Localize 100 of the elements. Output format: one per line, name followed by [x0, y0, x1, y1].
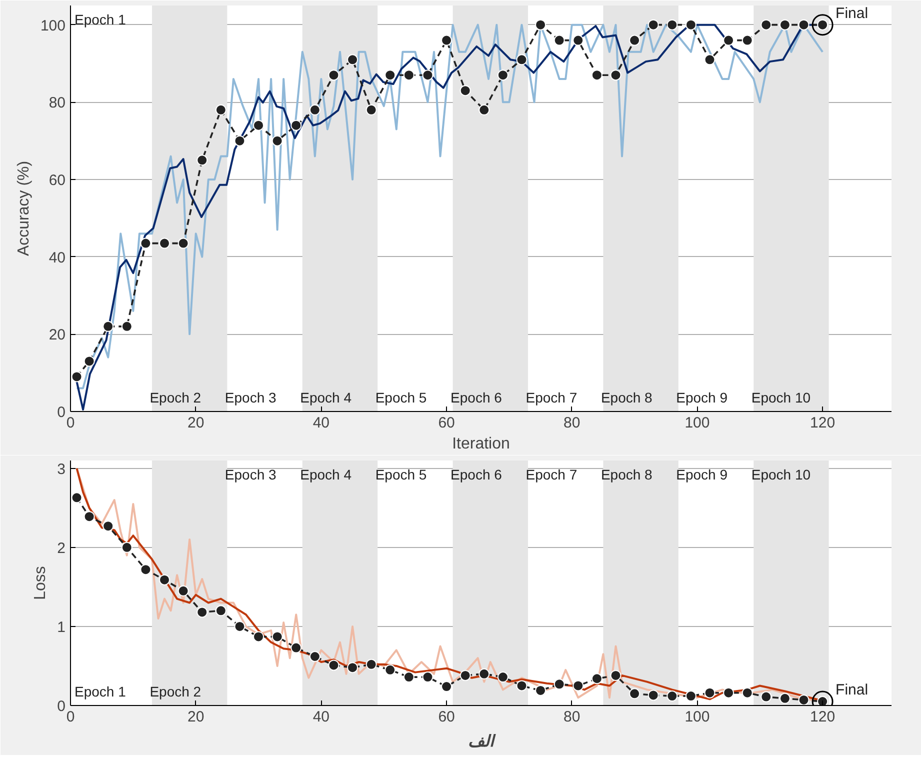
- point: [723, 687, 734, 698]
- point: [554, 34, 565, 46]
- point: [742, 687, 753, 698]
- x-tick-label: 80: [564, 708, 580, 726]
- point: [384, 664, 396, 676]
- point: [84, 511, 95, 522]
- point: [572, 34, 584, 46]
- annotation: Epoch 7: [526, 466, 578, 482]
- point: [347, 662, 358, 674]
- annotation: Epoch 8: [600, 466, 653, 482]
- point: [328, 70, 340, 81]
- point: [610, 670, 622, 681]
- point: [422, 70, 434, 81]
- y-axis-title: Accuracy (%): [15, 160, 32, 256]
- point: [234, 620, 246, 632]
- point: [159, 238, 170, 249]
- x-tick-label: 120: [810, 414, 836, 432]
- point: [178, 238, 189, 249]
- point: [403, 672, 414, 683]
- y-tick-label: 40: [48, 249, 66, 266]
- point: [685, 690, 696, 702]
- x-tick-label: 40: [312, 414, 330, 432]
- annotation: Epoch 9: [676, 390, 728, 406]
- point: [798, 19, 810, 30]
- point: [460, 670, 471, 681]
- point: [723, 34, 734, 46]
- x-axis-title: Iteration: [452, 436, 510, 452]
- point: [629, 34, 640, 46]
- point: [441, 681, 452, 692]
- point: [309, 651, 320, 662]
- annotation: Epoch 6: [450, 466, 502, 482]
- annotation: Epoch 4: [300, 390, 352, 406]
- y-tick-label: 0: [57, 404, 66, 421]
- point: [71, 371, 82, 382]
- point: [629, 688, 640, 700]
- point: [478, 668, 490, 680]
- point: [478, 104, 490, 116]
- text: الف: [468, 732, 496, 750]
- point: [196, 154, 208, 166]
- point: [215, 605, 226, 616]
- point: [591, 673, 602, 684]
- y-tick-label: 60: [48, 172, 66, 189]
- annotation: Epoch 9: [676, 466, 728, 482]
- point: [666, 690, 678, 702]
- point: [403, 70, 414, 81]
- point: [648, 19, 659, 30]
- point: [704, 687, 716, 698]
- y-tick-label: 20: [48, 326, 66, 344]
- point: [215, 104, 226, 116]
- point: [460, 85, 471, 96]
- point: [384, 70, 396, 81]
- point: [591, 70, 602, 81]
- point: [121, 542, 132, 553]
- point: [121, 320, 132, 332]
- x-tick-label: 40: [312, 708, 330, 726]
- annotation: Epoch 7: [526, 390, 578, 406]
- point: [535, 19, 546, 30]
- annotation: Final: [836, 682, 868, 699]
- x-tick-label: 100: [684, 414, 710, 432]
- point: [366, 658, 377, 670]
- x-tick-label: 120: [810, 708, 836, 726]
- point: [572, 680, 584, 692]
- y-tick-label: 80: [48, 94, 66, 112]
- point: [760, 691, 772, 702]
- point: [779, 19, 790, 30]
- x-tick-label: 60: [438, 414, 455, 432]
- point: [102, 320, 114, 332]
- point: [497, 672, 508, 683]
- point: [366, 104, 377, 116]
- point: [290, 120, 302, 131]
- point: [196, 606, 208, 618]
- annotation: Epoch 5: [375, 466, 427, 482]
- point: [497, 70, 508, 81]
- point: [272, 631, 283, 642]
- point: [535, 684, 546, 696]
- point: [347, 54, 358, 66]
- point: [290, 642, 302, 654]
- annotation: Epoch 3: [224, 466, 276, 482]
- point: [760, 19, 772, 30]
- point: [71, 492, 82, 504]
- point: [328, 660, 340, 671]
- y-tick-label: 1: [57, 618, 66, 636]
- point: [610, 70, 622, 81]
- point: [84, 356, 95, 367]
- x-tick-label: 60: [438, 708, 455, 726]
- annotation: Epoch 6: [450, 390, 502, 406]
- x-tick-label: 20: [188, 708, 204, 726]
- annotation: Epoch 10: [751, 466, 811, 482]
- annotation: Epoch 4: [300, 466, 352, 482]
- point: [798, 694, 810, 706]
- point: [742, 34, 753, 46]
- point: [234, 135, 246, 146]
- x-tick-label: 20: [188, 414, 204, 432]
- y-tick-label: 0: [57, 698, 66, 715]
- annotation: Epoch 2: [150, 684, 202, 700]
- point: [648, 690, 659, 701]
- point: [178, 585, 189, 596]
- point: [554, 678, 565, 690]
- point: [253, 120, 264, 131]
- point: [140, 564, 152, 576]
